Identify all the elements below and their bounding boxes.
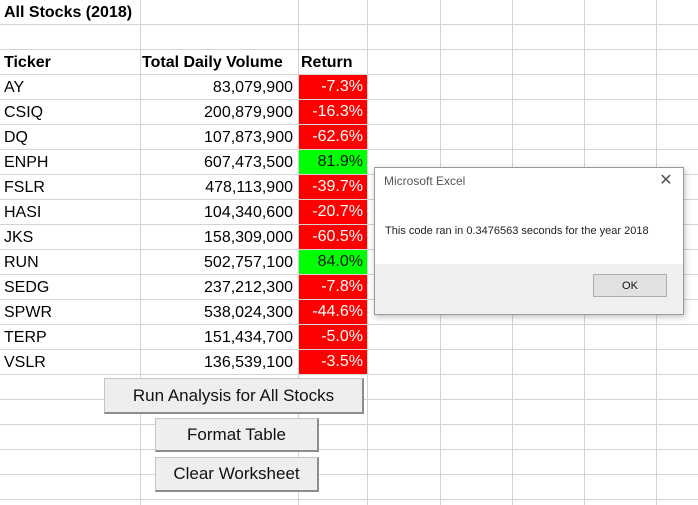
ticker-cell[interactable]: RUN — [4, 254, 39, 271]
return-cell[interactable]: -5.0% — [299, 325, 367, 349]
ticker-cell[interactable]: AY — [4, 79, 25, 96]
format-table-button[interactable]: Format Table — [155, 418, 319, 452]
return-cell[interactable]: 84.0% — [299, 250, 367, 274]
volume-cell[interactable]: 107,873,900 — [204, 129, 293, 146]
message-box-title: Microsoft Excel — [384, 174, 466, 188]
message-box: Microsoft Excel ✕ This code ran in 0.347… — [374, 167, 684, 315]
run-analysis-button[interactable]: Run Analysis for All Stocks — [104, 378, 364, 414]
return-cell[interactable]: -7.8% — [299, 275, 367, 299]
message-box-text: This code ran in 0.3476563 seconds for t… — [385, 225, 649, 237]
close-icon[interactable]: ✕ — [659, 172, 673, 189]
volume-cell[interactable]: 502,757,100 — [204, 254, 293, 271]
ok-button[interactable]: OK — [593, 274, 667, 297]
ticker-cell[interactable]: JKS — [4, 229, 34, 246]
volume-cell[interactable]: 200,879,900 — [204, 104, 293, 121]
return-cell[interactable]: 81.9% — [299, 150, 367, 174]
ticker-cell[interactable]: DQ — [4, 129, 28, 146]
ticker-cell[interactable]: ENPH — [4, 154, 49, 171]
volume-cell[interactable]: 478,113,900 — [205, 179, 293, 196]
volume-cell[interactable]: 158,309,000 — [204, 229, 293, 246]
return-cell[interactable]: -60.5% — [299, 225, 367, 249]
ticker-cell[interactable]: FSLR — [4, 179, 45, 196]
volume-cell[interactable]: 104,340,600 — [204, 204, 293, 221]
return-cell[interactable]: -62.6% — [299, 125, 367, 149]
clear-worksheet-button[interactable]: Clear Worksheet — [155, 457, 319, 492]
ticker-cell[interactable]: CSIQ — [4, 104, 44, 121]
volume-cell[interactable]: 538,024,300 — [204, 304, 293, 321]
return-cell[interactable]: -3.5% — [299, 350, 367, 374]
return-cell[interactable]: -20.7% — [299, 200, 367, 224]
return-cell[interactable]: -16.3% — [299, 100, 367, 124]
sheet-title[interactable]: All Stocks (2018) — [4, 4, 133, 21]
volume-cell[interactable]: 607,473,500 — [204, 154, 293, 171]
header-volume[interactable]: Total Daily Volume — [142, 54, 283, 71]
ticker-cell[interactable]: VSLR — [4, 354, 46, 371]
volume-cell[interactable]: 83,079,900 — [212, 79, 293, 96]
ticker-cell[interactable]: SPWR — [4, 304, 52, 321]
ticker-cell[interactable]: SEDG — [4, 279, 50, 296]
ticker-cell[interactable]: HASI — [4, 204, 42, 221]
return-cell[interactable]: -39.7% — [299, 175, 367, 199]
volume-cell[interactable]: 151,434,700 — [204, 329, 293, 346]
return-cell[interactable]: -44.6% — [299, 300, 367, 324]
return-cell[interactable]: -7.3% — [299, 75, 367, 99]
ticker-cell[interactable]: TERP — [4, 329, 47, 346]
volume-cell[interactable]: 237,212,300 — [204, 279, 293, 296]
header-return[interactable]: Return — [301, 54, 353, 71]
volume-cell[interactable]: 136,539,100 — [204, 354, 293, 371]
message-box-footer: OK — [375, 264, 683, 314]
header-ticker[interactable]: Ticker — [4, 54, 51, 71]
